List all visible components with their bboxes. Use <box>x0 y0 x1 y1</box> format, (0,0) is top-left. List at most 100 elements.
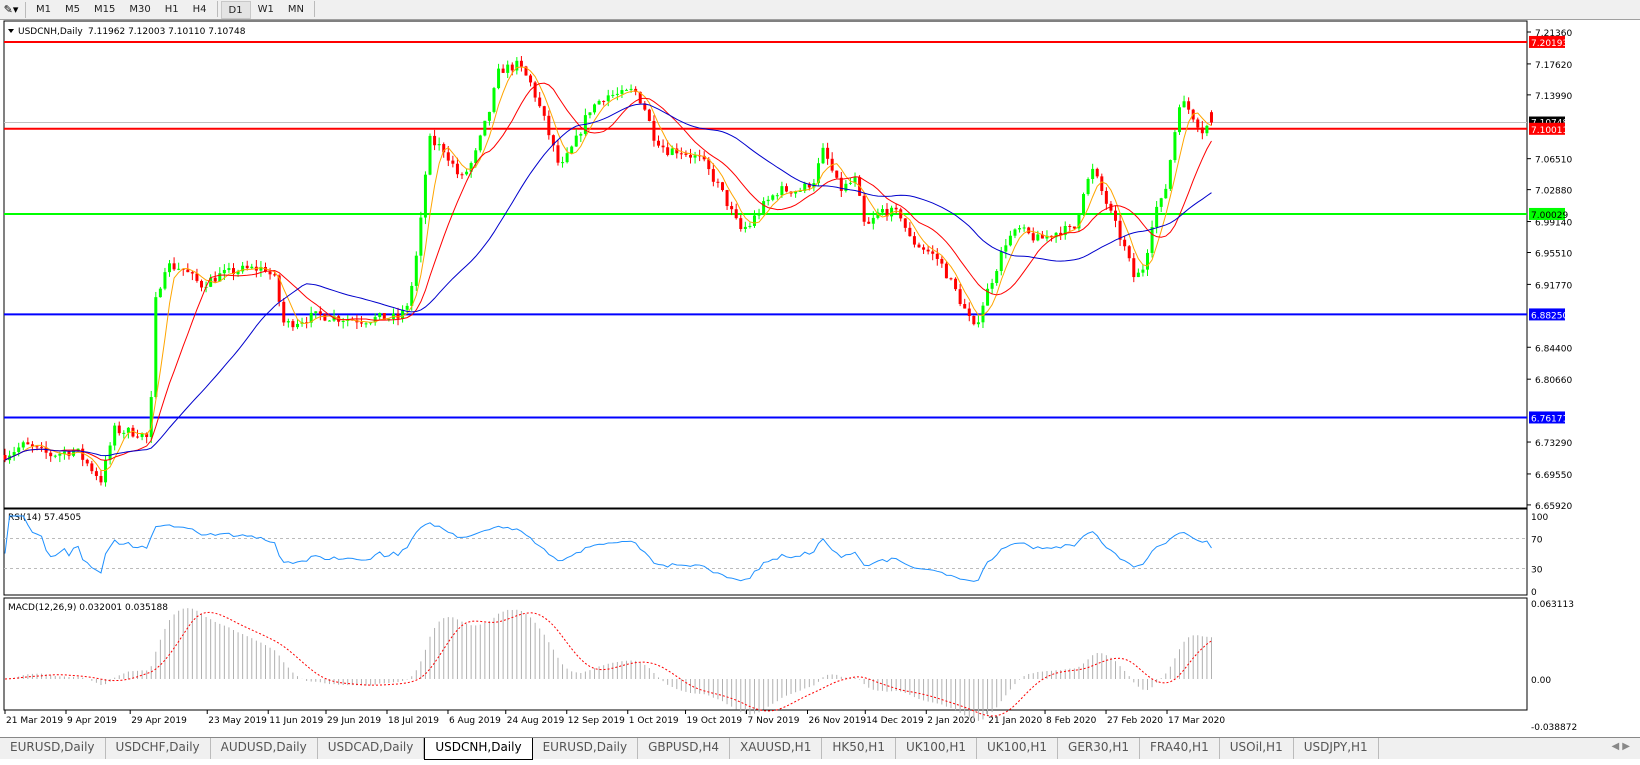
timeframe-m30[interactable]: M30 <box>129 3 151 15</box>
candle-body <box>58 453 62 456</box>
candle-body <box>291 321 295 328</box>
candle-body <box>762 201 766 214</box>
candle-body <box>871 217 875 224</box>
candle-body <box>707 159 711 170</box>
candle-body <box>972 315 976 325</box>
chart-tab[interactable]: XAUUSD,H1 <box>730 738 823 759</box>
chart-tab[interactable]: UK100,H1 <box>977 738 1059 759</box>
timeframe-h4[interactable]: H4 <box>192 3 207 15</box>
candle-body <box>940 258 944 264</box>
candle-body <box>798 190 802 192</box>
rsi-line <box>4 515 1212 582</box>
chart-tab[interactable]: USDCAD,Daily <box>318 738 425 759</box>
candle-body <box>30 444 34 447</box>
ma-mid-line <box>4 82 1212 461</box>
candle-body <box>423 174 427 218</box>
candle-body <box>85 459 89 464</box>
chart-tab[interactable]: USDJPY,H1 <box>1294 738 1379 759</box>
level-price-label-bg <box>1529 308 1565 321</box>
candle-body <box>679 153 683 155</box>
candle-body <box>821 147 825 164</box>
candle-body <box>1150 227 1154 253</box>
timeframe-m1[interactable]: M1 <box>36 3 51 15</box>
chart-tab[interactable]: USOil,H1 <box>1220 738 1294 759</box>
candle-body <box>725 190 729 207</box>
candle-body <box>1022 227 1026 229</box>
rsi-title: RSI(14) 57.4505 <box>8 513 81 523</box>
candle-body <box>963 304 967 309</box>
candle-body <box>295 323 299 328</box>
candle-body <box>268 271 272 275</box>
chart-tab[interactable]: EURUSD,Daily <box>0 738 106 759</box>
candle-body <box>1177 107 1181 133</box>
candle-body <box>227 268 231 270</box>
ma-slow-line <box>4 103 1212 461</box>
candle-body <box>154 297 158 398</box>
candle-body <box>634 88 638 92</box>
level-price-label: 6.88250 <box>1531 311 1568 321</box>
y-tick-label: 7.21360 <box>1535 29 1572 39</box>
timeframe-d1[interactable]: D1 <box>220 0 251 19</box>
candle-body <box>853 177 857 183</box>
chart-tab[interactable]: UK100,H1 <box>896 738 977 759</box>
chart-tabs-bar: EURUSD,Daily USDCHF,Daily AUDUSD,Daily USDC… <box>0 737 1640 760</box>
timeframe-h1[interactable]: H1 <box>164 3 179 15</box>
x-tick-label: 27 Feb 2020 <box>1107 716 1163 726</box>
macd-tick-label: 0.00 <box>1531 676 1551 686</box>
candle-body <box>487 111 491 121</box>
candle-body <box>200 280 204 288</box>
chart-tab[interactable]: GBPUSD,H4 <box>638 738 730 759</box>
candle-body <box>1187 101 1191 110</box>
candle-body <box>1109 203 1113 211</box>
candle-body <box>501 68 505 73</box>
candle-body <box>931 251 935 254</box>
candle-body <box>702 155 706 160</box>
candle-body <box>752 215 756 226</box>
candle-body <box>3 455 7 461</box>
level-price-label: 7.10011 <box>1531 126 1568 136</box>
candle-body <box>771 195 775 200</box>
candle-body <box>145 433 149 438</box>
candle-body <box>1059 232 1063 236</box>
candle-body <box>981 305 985 323</box>
chart-tab[interactable]: FRA40,H1 <box>1140 738 1220 759</box>
candle-body <box>1164 188 1168 199</box>
chart-tab[interactable]: HK50,H1 <box>822 738 896 759</box>
tabs-scroll-arrows[interactable]: ◀ ▶ <box>1611 741 1630 752</box>
candle-body <box>1031 233 1035 241</box>
chart-tab[interactable]: USDCHF,Daily <box>106 738 211 759</box>
candle-body <box>318 311 322 315</box>
candle-body <box>245 265 249 269</box>
timeframe-mn[interactable]: MN <box>287 3 304 15</box>
chart-tab[interactable]: GER30,H1 <box>1058 738 1140 759</box>
x-tick-label: 21 Jan 2020 <box>988 716 1042 726</box>
candle-body <box>780 186 784 196</box>
chart-tab[interactable]: EURUSD,Daily <box>533 738 639 759</box>
candle-body <box>720 182 724 191</box>
candle-body <box>615 93 619 95</box>
candle-body <box>414 255 418 286</box>
candle-body <box>410 285 414 306</box>
candle-body <box>1036 234 1040 241</box>
drawing-tools-icon[interactable]: ✎▾ <box>3 3 19 16</box>
candle-body <box>131 427 135 437</box>
y-tick-label: 6.69550 <box>1535 471 1572 481</box>
candle-body <box>1050 235 1054 238</box>
chart-area[interactable]: 7.21360 7.17620 7.13990 7.06510 7.02880 6.991… <box>0 20 1640 737</box>
candle-body <box>21 442 25 448</box>
candle-body <box>172 263 176 270</box>
candle-body <box>53 455 57 457</box>
candle-body <box>90 463 94 472</box>
candle-body <box>689 154 692 158</box>
timeframe-m5[interactable]: M5 <box>65 3 80 15</box>
candle-body <box>126 427 130 433</box>
candle-body <box>885 208 889 217</box>
timeframe-m15[interactable]: M15 <box>94 3 116 15</box>
candle-body <box>899 209 903 219</box>
candle-body <box>565 153 569 163</box>
chart-tab[interactable]: USDCNH,Daily <box>424 738 533 760</box>
timeframe-w1[interactable]: W1 <box>257 3 274 15</box>
chart-tab[interactable]: AUDUSD,Daily <box>211 738 318 759</box>
candle-body <box>826 147 830 159</box>
candle-body <box>1155 206 1159 228</box>
